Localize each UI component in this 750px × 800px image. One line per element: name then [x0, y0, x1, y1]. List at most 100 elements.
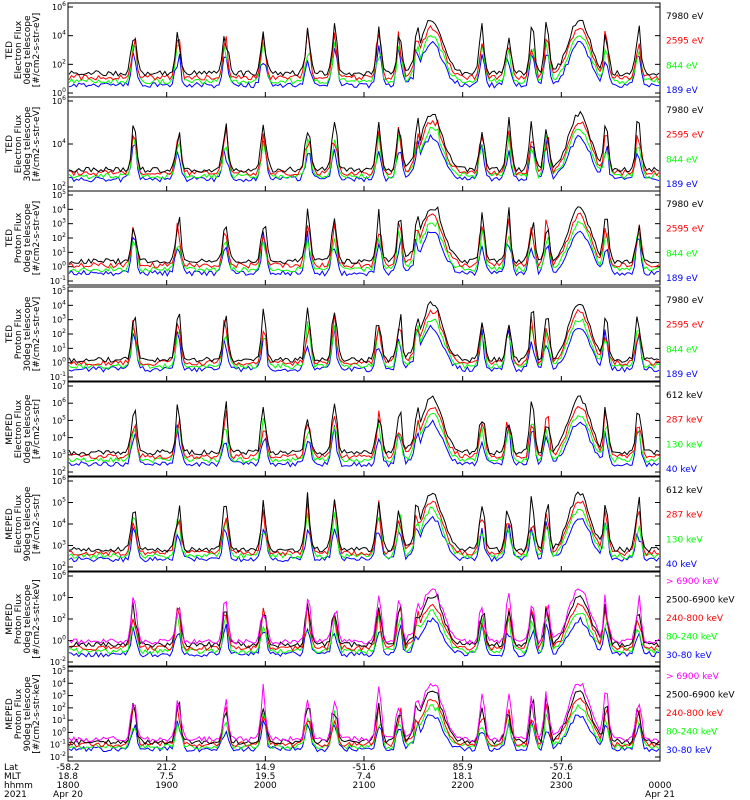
panel-2: 102 104 106 TED Electron Flux 30deg telescope… [5, 95, 704, 192]
y-axis-label-line: Electron Flux [14, 494, 24, 553]
y-axis-label-line: 30deg telescope [23, 106, 33, 181]
legend-entry: 2500-6900 keV [666, 596, 735, 606]
y-axis-label-line: MEPED [5, 698, 15, 730]
legend-entry: 189 eV [666, 86, 699, 96]
series-trace [68, 703, 660, 751]
y-tick-label: 100 [52, 635, 66, 646]
x-tick-label-mlt: 18.8 [58, 772, 78, 782]
legend-entry: 7980 eV [666, 200, 704, 210]
legend-entry: 2595 eV [666, 131, 704, 141]
y-axis-label-line: 90deg telescope [23, 676, 33, 751]
series-trace [68, 412, 660, 464]
series-trace [68, 35, 660, 85]
y-axis-label-line: [#/cm2-s-str-eV] [32, 107, 42, 182]
legend-entry: 844 eV [666, 249, 699, 259]
x-tick-label-date: Apr 21 [645, 790, 675, 800]
y-tick-label: 104 [52, 299, 66, 310]
y-tick-label: 102 [52, 613, 66, 624]
series-trace [68, 419, 660, 468]
legend-entry: 189 eV [666, 180, 699, 190]
y-tick-label: 10-2 [50, 751, 66, 762]
y-axis-label-line: [#/cm2-s-str-eV] [32, 13, 42, 88]
series-trace [68, 230, 660, 277]
y-tick-label: 105 [52, 665, 66, 676]
x-tick-label-lat: 21.2 [157, 763, 177, 773]
y-tick-label: 102 [52, 58, 66, 69]
y-tick-label: 103 [52, 449, 66, 460]
series-trace [68, 318, 660, 370]
y-tick-label: 104 [52, 518, 66, 529]
y-axis-label-line: [#/cm2-s-str-eV] [32, 201, 42, 276]
x-tick-label-mlt: 7.4 [357, 772, 372, 782]
series-trace [68, 133, 660, 183]
series-trace [68, 206, 660, 265]
y-axis-label-line: 90deg telescope [23, 486, 33, 561]
series-trace [68, 300, 660, 364]
y-axis-label-line: MEPED [5, 603, 15, 635]
y-axis-label-line: [#/cm2-s-str] [32, 399, 42, 459]
y-tick-label: 104 [52, 30, 66, 41]
y-axis-label-line: MEPED [5, 413, 15, 445]
x-tick-label-lat: -51.6 [352, 763, 376, 773]
series-trace [68, 491, 660, 554]
y-axis-label-line: TED [5, 135, 15, 154]
y-tick-label: 105 [52, 497, 66, 508]
series-trace [68, 616, 660, 658]
series-trace [68, 405, 660, 460]
legend-entry: 240-800 keV [666, 614, 724, 624]
series-trace [68, 682, 660, 743]
y-axis-label-line: TED [5, 41, 15, 60]
y-axis-label-line: Electron Flux [14, 399, 24, 458]
y-axis-label-line: 30deg telescope [23, 296, 33, 371]
legend-entry: 40 keV [666, 560, 698, 570]
x-tick-label-hhmm: 2000 [254, 781, 277, 791]
x-tick-label-date: Apr 20 [53, 790, 83, 800]
panel-frame [67, 381, 661, 477]
y-tick-label: 10-2 [50, 656, 66, 667]
y-tick-label: 100 [52, 726, 66, 737]
y-tick-label: 102 [52, 232, 66, 243]
x-row-label: 2021 [4, 790, 27, 800]
y-tick-label: 103 [52, 540, 66, 551]
legend-entry: > 6900 keV [666, 672, 720, 682]
y-tick-label: 105 [52, 189, 66, 200]
y-axis-label-line: TED [5, 229, 15, 248]
y-axis-label-line: [#/cm2-s-str-keV] [32, 579, 42, 658]
y-tick-label: 107 [52, 380, 66, 391]
y-axis-label-line: Proton Flux [14, 308, 24, 359]
series-trace [68, 395, 660, 456]
legend-entry: 7980 eV [666, 106, 704, 116]
series-trace [68, 126, 660, 180]
series-trace [68, 515, 660, 563]
x-tick-label-lat: -57.6 [550, 763, 574, 773]
legend-entry: 287 keV [666, 511, 703, 521]
y-tick-label: 10-1 [50, 371, 66, 382]
series-trace [68, 110, 660, 174]
legend-entry: 2500-6900 keV [666, 691, 735, 701]
legend-entry: 130 keV [666, 440, 703, 450]
y-axis-label-line: 0deg telescope [23, 584, 33, 654]
y-tick-label: 105 [52, 285, 66, 296]
y-tick-label: 100 [52, 261, 66, 272]
legend-entry: 287 keV [666, 416, 703, 426]
panel-frame [67, 476, 661, 572]
x-tick-label-hhmm: 1800 [57, 781, 80, 791]
legend-entry: 2595 eV [666, 37, 704, 47]
panel-frame [67, 2, 661, 98]
panel-frame [67, 286, 661, 382]
y-axis-label-line: 0deg telescope [23, 394, 33, 464]
legend-entry: 30-80 keV [666, 651, 712, 661]
x-tick-label-mlt: 7.5 [160, 772, 174, 782]
panel-1: 100 102 104 106 TED Electron Flux 0deg telesco… [5, 1, 704, 98]
y-axis-label-line: 0deg telescope [23, 203, 33, 273]
x-tick-label-mlt: 18.1 [453, 772, 473, 782]
legend-entry: > 6900 keV [666, 577, 720, 587]
y-axis-label-line: [#/cm2-s-str-keV] [32, 674, 42, 753]
legend-entry: 7980 eV [666, 296, 704, 306]
legend-entry: 189 eV [666, 370, 699, 380]
x-tick-label-hhmm: 2200 [451, 781, 474, 791]
